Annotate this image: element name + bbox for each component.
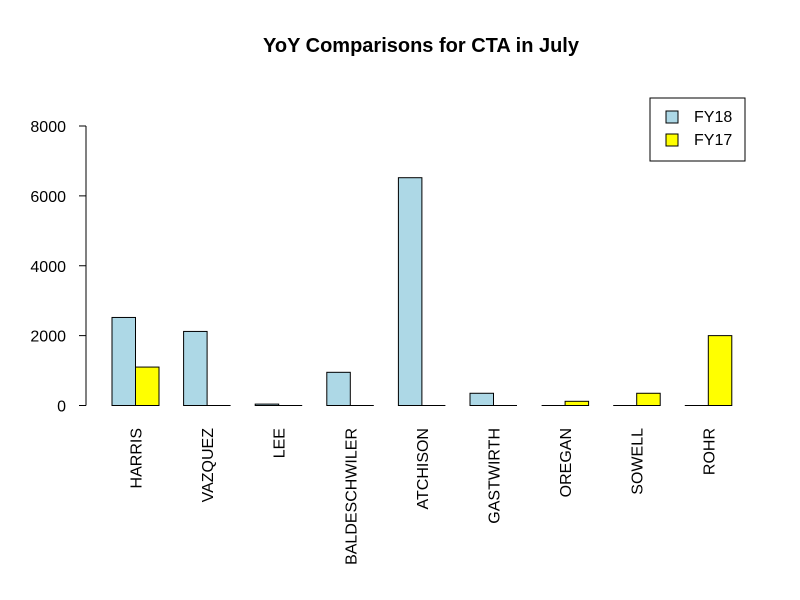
x-tick-label: ROHR xyxy=(701,428,718,475)
x-tick-label: HARRIS xyxy=(129,428,146,488)
chart-title: YoY Comparisons for CTA in July xyxy=(263,35,580,57)
y-tick-label: 0 xyxy=(57,399,66,416)
legend-label-fy18: FY18 xyxy=(694,109,732,126)
legend-box xyxy=(649,97,746,162)
x-tick-label: OREGAN xyxy=(558,428,575,497)
x-tick-label: LEE xyxy=(272,428,289,458)
bars xyxy=(111,177,733,407)
bar-fy17-harris xyxy=(135,366,160,407)
y-tick-label: 8000 xyxy=(30,119,66,136)
x-tick-label: BALDESCHWILER xyxy=(343,428,360,565)
bar-fy17-sowell xyxy=(636,392,661,407)
x-tick-label: ATCHISON xyxy=(415,428,432,509)
bar-fy17-oregan xyxy=(564,400,590,406)
bar-fy18-vazquez xyxy=(183,330,208,406)
y-tick-label: 6000 xyxy=(30,189,66,206)
bar-fy18-harris xyxy=(111,316,136,406)
bar-fy18-lee xyxy=(254,403,280,407)
y-tick-label: 4000 xyxy=(30,259,66,276)
legend-swatch-fy18 xyxy=(665,110,679,124)
y-axis: 0 2000 4000 6000 8000 xyxy=(30,119,87,416)
y-tick-label: 2000 xyxy=(30,329,66,346)
x-axis-labels: HARRIS VAZQUEZ LEE BALDESCHWILER ATCHISON GAS… xyxy=(129,428,719,565)
bar-fy17-rohr xyxy=(707,335,733,406)
bar-fy18-atchison xyxy=(397,177,423,406)
bar-fy18-baldeschwiler xyxy=(326,371,351,407)
x-tick-label: VAZQUEZ xyxy=(200,428,217,503)
x-tick-label: GASTWIRTH xyxy=(487,428,504,524)
legend-swatch-fy17 xyxy=(665,133,679,147)
legend-label-fy17: FY17 xyxy=(694,132,732,149)
bar-fy18-gastwirth xyxy=(469,392,494,407)
x-tick-label: SOWELL xyxy=(630,428,647,495)
legend: FY18 FY17 xyxy=(649,97,746,162)
